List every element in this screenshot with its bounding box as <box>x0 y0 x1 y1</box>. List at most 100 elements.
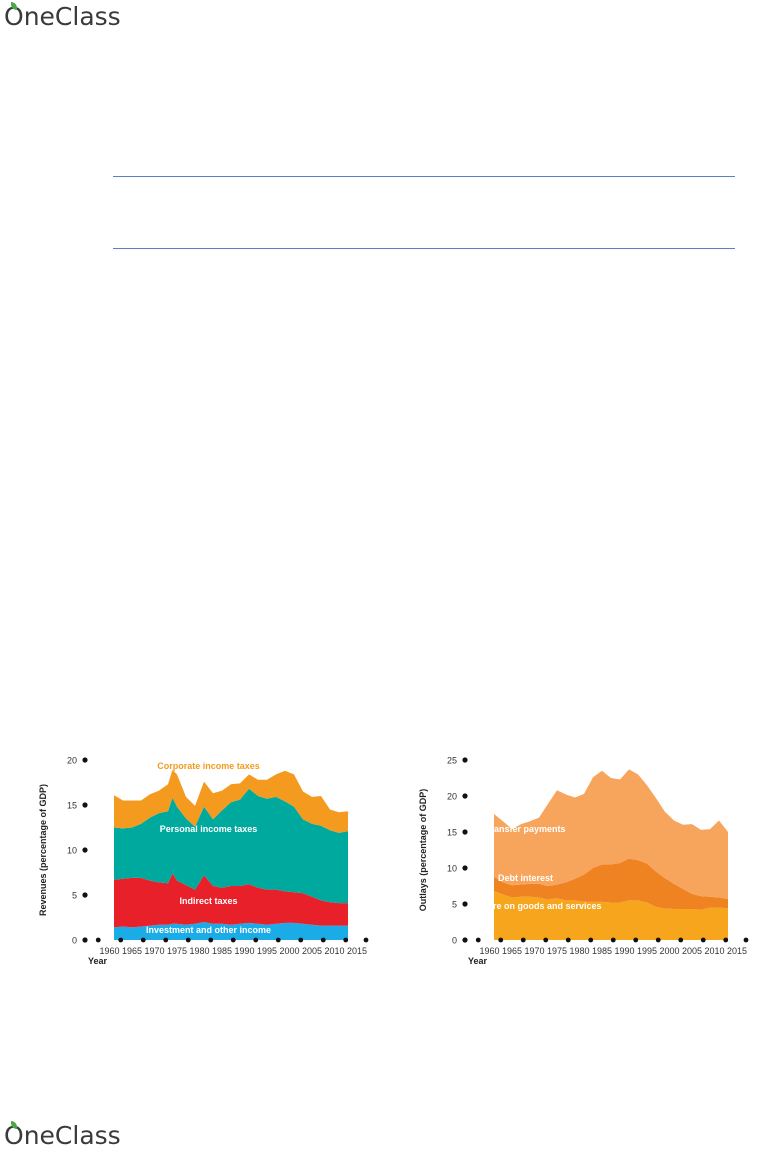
outlays-chart: Transfer payments Debt interest Expenditur… <box>418 745 763 975</box>
outlays-chart-svg: Transfer payments Debt interest Expenditur… <box>418 756 749 966</box>
x-tick-dot <box>163 937 169 943</box>
x-tick-dot <box>678 937 684 943</box>
x-tick-label: 1985 <box>592 946 612 956</box>
x-tick-label: 1965 <box>122 946 142 956</box>
x-axis-label: Year <box>468 956 488 966</box>
x-tick-label: 1975 <box>547 946 567 956</box>
x-tick-label: 1980 <box>569 946 589 956</box>
x-tick-dot <box>700 937 706 943</box>
x-tick-dot <box>743 937 749 943</box>
x-tick-dot <box>498 937 504 943</box>
y-tick-dot <box>462 829 468 835</box>
x-tick-dot <box>275 937 281 943</box>
x-tick-label: 2010 <box>324 946 344 956</box>
area-indirect-taxes <box>114 873 348 928</box>
x-tick-label: 1960 <box>99 946 119 956</box>
divider-top <box>113 176 735 177</box>
x-tick-dot <box>520 937 526 943</box>
x-tick-dot <box>253 937 259 943</box>
x-tick-label: 1975 <box>167 946 187 956</box>
x-tick-label: 2015 <box>727 946 747 956</box>
y-tick-label: 15 <box>447 828 457 838</box>
revenues-chart-svg: Corporate income taxes Personal income ta… <box>38 756 369 966</box>
x-tick-dot <box>475 937 481 943</box>
y-tick-label: 25 <box>447 756 457 766</box>
y-tick-label: 0 <box>452 936 457 946</box>
y-tick-label: 10 <box>67 846 77 856</box>
y-tick-label: 0 <box>72 936 77 946</box>
x-tick-dot <box>565 937 571 943</box>
series-label-expenditure-on-goods-and-services: Expenditure on goods and services <box>449 901 601 911</box>
x-axis-label: Year <box>88 956 108 966</box>
x-tick-dot <box>588 937 594 943</box>
y-tick-dot <box>82 802 88 808</box>
area-transfer-payments <box>494 769 728 899</box>
x-tick-dot <box>230 937 236 943</box>
logo-text: neClass <box>23 2 121 31</box>
leaf-icon <box>11 1121 17 1129</box>
x-tick-label: 1970 <box>144 946 164 956</box>
x-tick-dot <box>655 937 661 943</box>
y-tick-dot <box>82 757 88 763</box>
x-tick-label: 2010 <box>704 946 724 956</box>
x-tick-dot <box>95 937 101 943</box>
series-label-debt-interest: Debt interest <box>498 873 553 883</box>
x-tick-label: 1985 <box>212 946 232 956</box>
x-tick-dot <box>343 937 349 943</box>
y-tick-label: 5 <box>72 891 77 901</box>
x-tick-dot <box>185 937 191 943</box>
logo-text: neClass <box>23 1121 121 1150</box>
x-tick-label: 1995 <box>637 946 657 956</box>
area-corporate-income-taxes <box>114 769 348 833</box>
area-debt-interest <box>494 858 728 910</box>
x-tick-label: 2000 <box>659 946 679 956</box>
series-label-transfer-payments: Transfer payments <box>485 824 565 834</box>
x-tick-dot <box>363 937 369 943</box>
area-expenditure-on-goods-and-services <box>494 891 728 940</box>
y-tick-label: 5 <box>452 900 457 910</box>
x-tick-dot <box>298 937 304 943</box>
x-tick-label: 1960 <box>479 946 499 956</box>
x-tick-dot <box>118 937 124 943</box>
x-tick-dot <box>140 937 146 943</box>
leaf-icon <box>11 2 17 10</box>
y-tick-dot <box>462 865 468 871</box>
x-tick-dot <box>723 937 729 943</box>
series-label-investment-and-other-income: Investment and other income <box>146 925 271 935</box>
revenues-chart: Corporate income taxes Personal income ta… <box>38 745 383 975</box>
x-tick-label: 1970 <box>524 946 544 956</box>
x-tick-label: 2005 <box>682 946 702 956</box>
area-investment-and-other-income <box>114 922 348 940</box>
y-tick-label: 20 <box>67 756 77 766</box>
x-tick-label: 1990 <box>234 946 254 956</box>
logo-o-mark: O <box>4 2 24 31</box>
y-tick-dot <box>462 937 468 943</box>
logo-o-mark: O <box>4 1121 24 1150</box>
y-tick-dot <box>82 892 88 898</box>
x-tick-label: 2000 <box>279 946 299 956</box>
y-tick-dot <box>462 757 468 763</box>
y-tick-dot <box>82 847 88 853</box>
y-tick-dot <box>82 937 88 943</box>
x-tick-label: 2015 <box>347 946 367 956</box>
x-tick-dot <box>543 937 549 943</box>
x-tick-dot <box>320 937 326 943</box>
series-label-indirect-taxes: Indirect taxes <box>179 896 237 906</box>
x-tick-label: 1990 <box>614 946 634 956</box>
divider-bottom <box>113 248 735 249</box>
y-tick-label: 10 <box>447 864 457 874</box>
x-tick-dot <box>633 937 639 943</box>
x-tick-label: 1980 <box>189 946 209 956</box>
y-axis-label: Outlays (percentage of GDP) <box>418 789 428 912</box>
y-tick-dot <box>462 793 468 799</box>
y-axis-label: Revenues (percentage of GDP) <box>38 784 48 916</box>
y-tick-label: 15 <box>67 801 77 811</box>
x-tick-dot <box>208 937 214 943</box>
y-tick-dot <box>462 901 468 907</box>
area-personal-income-taxes <box>114 788 348 904</box>
series-label-personal-income-taxes: Personal income taxes <box>160 824 258 834</box>
series-label-corporate-income-taxes: Corporate income taxes <box>157 761 260 771</box>
x-tick-label: 1995 <box>257 946 277 956</box>
